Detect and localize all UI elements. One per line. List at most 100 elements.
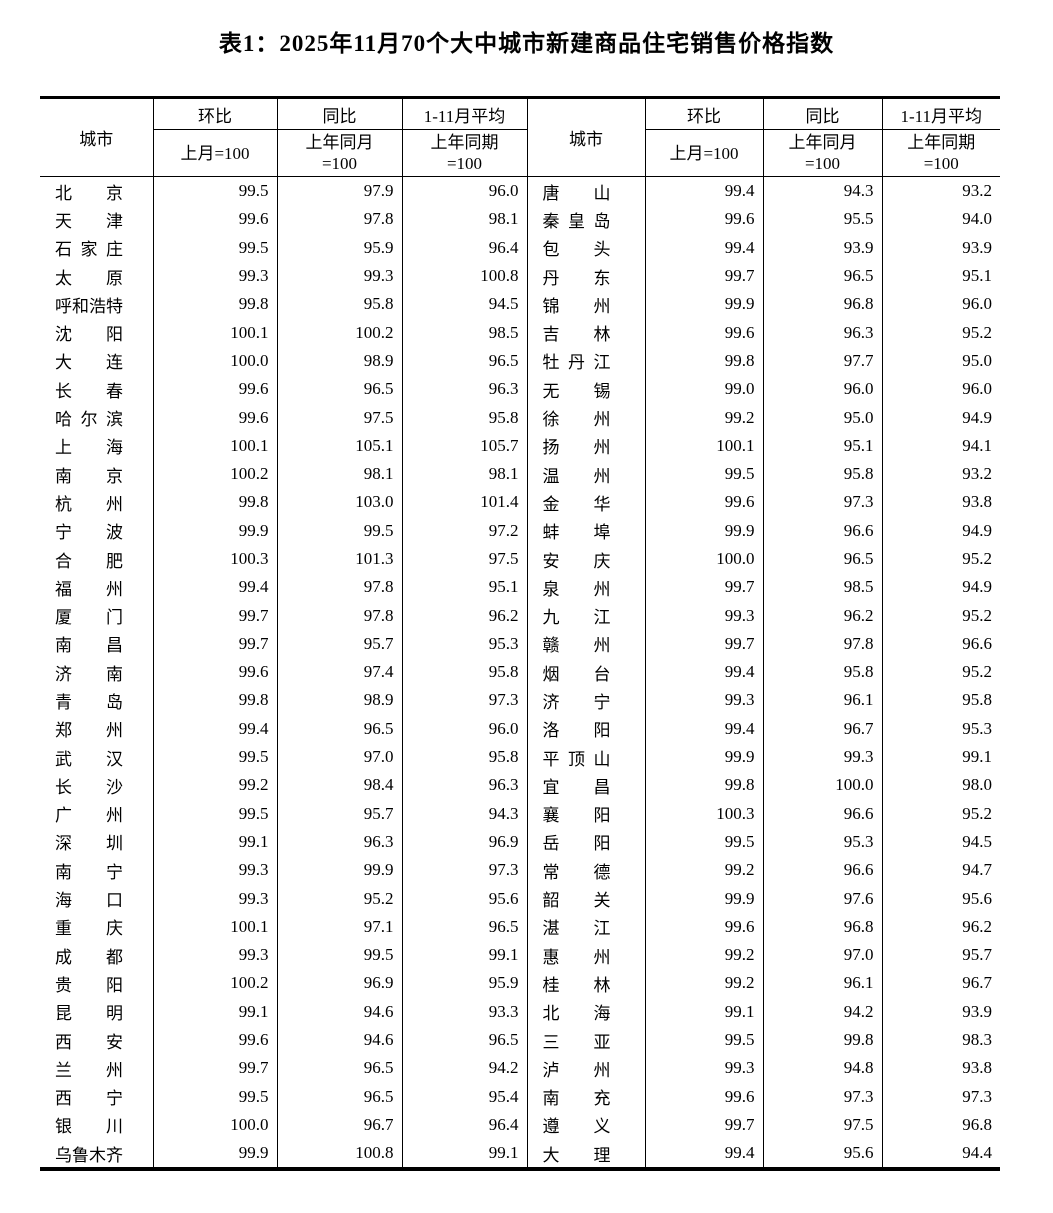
city-name: 襄阳 bbox=[542, 806, 611, 826]
city-cell-left: 西宁 bbox=[40, 1082, 154, 1111]
city-name: 贵阳 bbox=[55, 975, 123, 995]
city-cell-left: 银川 bbox=[40, 1110, 154, 1140]
city-cell-right: 吉林 bbox=[526, 318, 646, 347]
avg-cell-left: 96.4 bbox=[401, 233, 528, 262]
mom-cell-right: 99.0 bbox=[644, 375, 764, 404]
mom-cell-right: 99.4 bbox=[644, 1139, 764, 1170]
table-row: 哈尔滨 99.6 97.5 95.8 徐州 99.2 95.0 94.9 bbox=[40, 403, 1000, 432]
header-mom-base-right: 上月=100 bbox=[644, 129, 764, 177]
city-cell-right: 无锡 bbox=[526, 375, 646, 404]
avg-cell-right: 94.9 bbox=[881, 516, 1000, 545]
city-cell-right: 岳阳 bbox=[526, 827, 646, 857]
city-name: 遵义 bbox=[542, 1117, 611, 1137]
city-cell-right: 烟台 bbox=[526, 658, 646, 687]
mom-cell-left: 99.7 bbox=[152, 629, 278, 659]
yoy-cell-right: 93.9 bbox=[762, 233, 883, 262]
header-avg-base-line2: =100 bbox=[446, 154, 483, 173]
city-cell-left: 呼和浩特 bbox=[40, 290, 154, 319]
city-name: 兰州 bbox=[55, 1060, 123, 1080]
city-name: 成都 bbox=[55, 947, 123, 967]
avg-cell-left: 95.9 bbox=[401, 969, 528, 998]
yoy-cell-right: 96.1 bbox=[762, 686, 883, 715]
city-cell-left: 成都 bbox=[40, 941, 154, 970]
city-name: 广州 bbox=[55, 806, 123, 826]
header-yoy-base-right: 上年同月 =100 bbox=[762, 129, 883, 177]
avg-cell-right: 93.9 bbox=[881, 233, 1000, 262]
city-cell-right: 徐州 bbox=[526, 403, 646, 432]
avg-cell-left: 100.8 bbox=[401, 261, 528, 291]
city-name: 福州 bbox=[55, 579, 123, 599]
mom-cell-left: 99.6 bbox=[152, 1025, 278, 1055]
avg-cell-left: 99.1 bbox=[401, 1139, 528, 1170]
city-name: 金华 bbox=[542, 494, 611, 514]
price-index-table: 城市 环比 同比 1-11月平均 城市 环比 同比 1-11月平均 上月=100… bbox=[40, 96, 1000, 1172]
table-row: 南昌 99.7 95.7 95.3 赣州 99.7 97.8 96.6 bbox=[40, 629, 1000, 659]
table-row: 深圳 99.1 96.3 96.9 岳阳 99.5 95.3 94.5 bbox=[40, 827, 1000, 857]
city-cell-left: 武汉 bbox=[40, 742, 154, 772]
city-name: 石家庄 bbox=[55, 240, 123, 260]
table-row: 合肥 100.3 101.3 97.5 安庆 100.0 96.5 95.2 bbox=[40, 544, 1000, 574]
mom-cell-right: 99.6 bbox=[644, 912, 764, 942]
header-avg-left: 1-11月平均 bbox=[401, 97, 528, 130]
header-mom-left: 环比 bbox=[152, 97, 278, 130]
yoy-cell-right: 96.1 bbox=[762, 969, 883, 998]
city-name: 昆明 bbox=[55, 1004, 123, 1024]
city-cell-right: 济宁 bbox=[526, 686, 646, 715]
mom-cell-left: 99.3 bbox=[152, 261, 278, 291]
avg-cell-right: 95.8 bbox=[881, 686, 1000, 715]
yoy-cell-right: 97.3 bbox=[762, 1082, 883, 1111]
yoy-cell-right: 96.6 bbox=[762, 799, 883, 828]
yoy-cell-left: 98.9 bbox=[276, 346, 403, 376]
header-yoy-base-line2: =100 bbox=[804, 154, 841, 173]
mom-cell-right: 99.9 bbox=[644, 516, 764, 545]
yoy-cell-right: 96.6 bbox=[762, 516, 883, 545]
city-name: 太原 bbox=[55, 268, 123, 288]
header-city-left: 城市 bbox=[40, 97, 154, 177]
table-row: 石家庄 99.5 95.9 96.4 包头 99.4 93.9 93.9 bbox=[40, 233, 1000, 262]
table-row: 太原 99.3 99.3 100.8 丹东 99.7 96.5 95.1 bbox=[40, 261, 1000, 291]
yoy-cell-left: 95.2 bbox=[276, 884, 403, 913]
city-name: 牡丹江 bbox=[542, 353, 611, 373]
yoy-cell-left: 94.6 bbox=[276, 1025, 403, 1055]
city-cell-right: 金华 bbox=[526, 488, 646, 517]
city-name: 宜昌 bbox=[542, 777, 611, 797]
city-name: 大连 bbox=[55, 353, 123, 373]
city-cell-left: 济南 bbox=[40, 658, 154, 687]
city-cell-left: 青岛 bbox=[40, 686, 154, 715]
city-name: 包头 bbox=[542, 240, 611, 260]
table-row: 杭州 99.8 103.0 101.4 金华 99.6 97.3 93.8 bbox=[40, 488, 1000, 517]
table-row: 西安 99.6 94.6 96.5 三亚 99.5 99.8 98.3 bbox=[40, 1025, 1000, 1055]
yoy-cell-right: 96.5 bbox=[762, 261, 883, 291]
city-name: 湛江 bbox=[542, 919, 611, 939]
city-cell-left: 宁波 bbox=[40, 516, 154, 545]
table-row: 厦门 99.7 97.8 96.2 九江 99.3 96.2 95.2 bbox=[40, 601, 1000, 630]
city-cell-left: 沈阳 bbox=[40, 318, 154, 347]
mom-cell-left: 100.1 bbox=[152, 431, 278, 460]
city-cell-left: 南京 bbox=[40, 459, 154, 489]
header-avg-base-line2: =100 bbox=[923, 154, 959, 173]
city-name: 西安 bbox=[55, 1032, 123, 1052]
city-cell-right: 赣州 bbox=[526, 629, 646, 659]
city-name: 天津 bbox=[55, 211, 123, 231]
city-name: 西宁 bbox=[55, 1089, 123, 1109]
avg-cell-right: 95.2 bbox=[881, 318, 1000, 347]
mom-cell-left: 100.1 bbox=[152, 318, 278, 347]
city-name: 秦皇岛 bbox=[542, 211, 611, 231]
avg-cell-left: 97.3 bbox=[401, 686, 528, 715]
yoy-cell-left: 97.9 bbox=[276, 176, 403, 206]
mom-cell-right: 100.3 bbox=[644, 799, 764, 828]
city-name: 深圳 bbox=[55, 834, 123, 854]
header-avg-base-right: 上年同期 =100 bbox=[881, 129, 1000, 177]
city-name: 无锡 bbox=[542, 381, 611, 401]
yoy-cell-left: 95.8 bbox=[276, 290, 403, 319]
avg-cell-left: 95.3 bbox=[401, 629, 528, 659]
mom-cell-left: 99.4 bbox=[152, 714, 278, 743]
city-name: 南昌 bbox=[55, 636, 123, 656]
yoy-cell-right: 96.0 bbox=[762, 375, 883, 404]
yoy-cell-right: 97.6 bbox=[762, 884, 883, 913]
city-cell-left: 石家庄 bbox=[40, 233, 154, 262]
mom-cell-right: 99.3 bbox=[644, 601, 764, 630]
avg-cell-right: 95.1 bbox=[881, 261, 1000, 291]
mom-cell-right: 99.7 bbox=[644, 573, 764, 602]
table-row: 郑州 99.4 96.5 96.0 洛阳 99.4 96.7 95.3 bbox=[40, 714, 1000, 743]
